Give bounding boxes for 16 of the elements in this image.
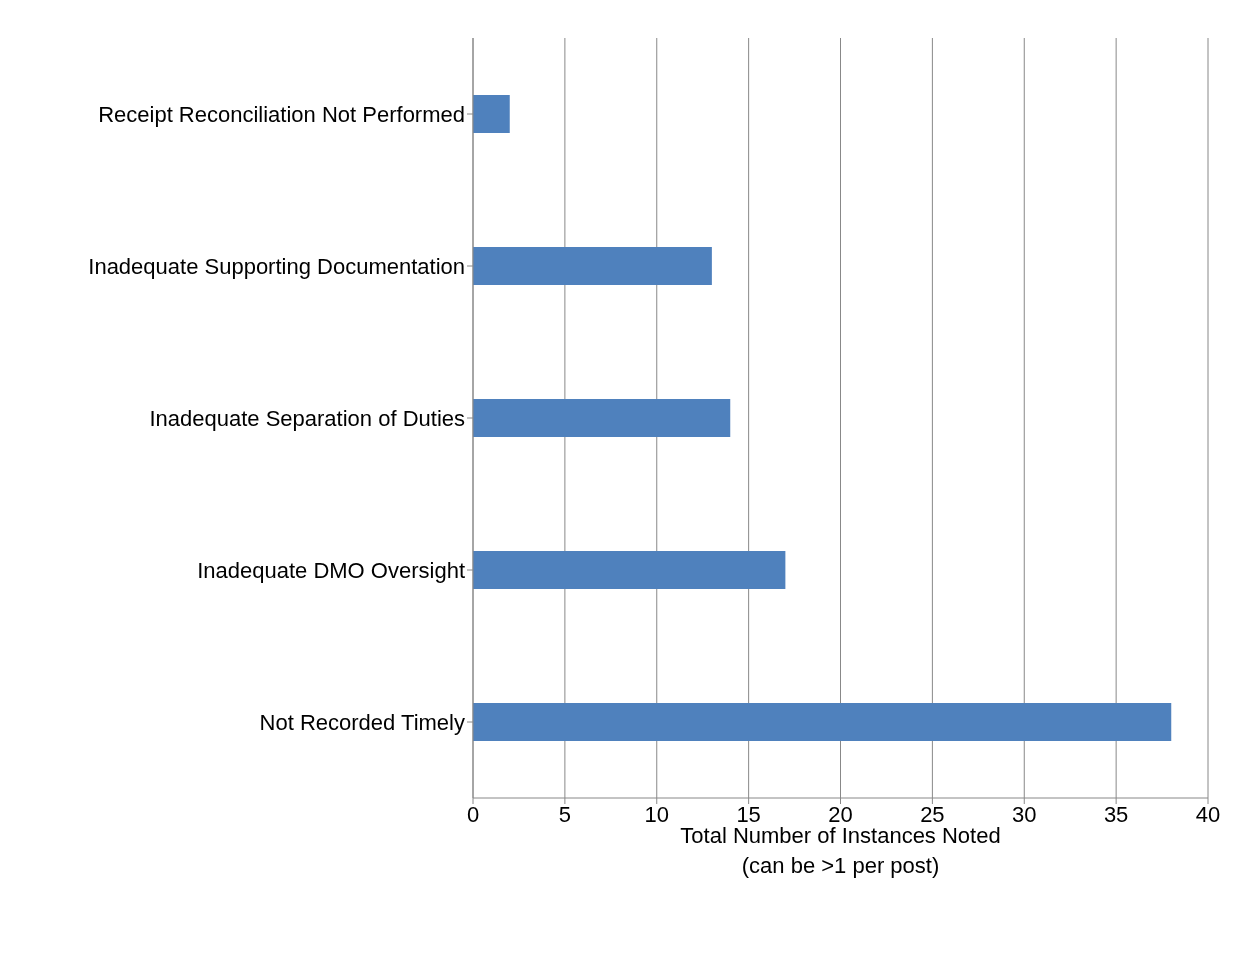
x-tick-label: 40 xyxy=(1195,801,1221,827)
x-tick-label: 0 xyxy=(466,801,480,827)
x-tick-label: 30 xyxy=(1012,801,1037,827)
x-tick-label: 35 xyxy=(1103,801,1129,827)
y-tick-label: Receipt Reconciliation Not Performed xyxy=(98,101,465,127)
bar xyxy=(473,95,510,133)
bar xyxy=(473,551,786,589)
x-tick-label: 10 xyxy=(644,801,669,827)
bar xyxy=(473,703,1172,741)
y-tick-label: Inadequate DMO Oversight xyxy=(197,557,465,583)
bar xyxy=(473,247,712,285)
y-tick-label: Not Recorded Timely xyxy=(259,709,465,735)
y-tick-label: Inadequate Supporting Documentation xyxy=(88,253,465,279)
x-tick-label: 5 xyxy=(558,801,571,827)
bar xyxy=(473,399,731,437)
y-tick-label: Inadequate Separation of Duties xyxy=(149,405,465,431)
